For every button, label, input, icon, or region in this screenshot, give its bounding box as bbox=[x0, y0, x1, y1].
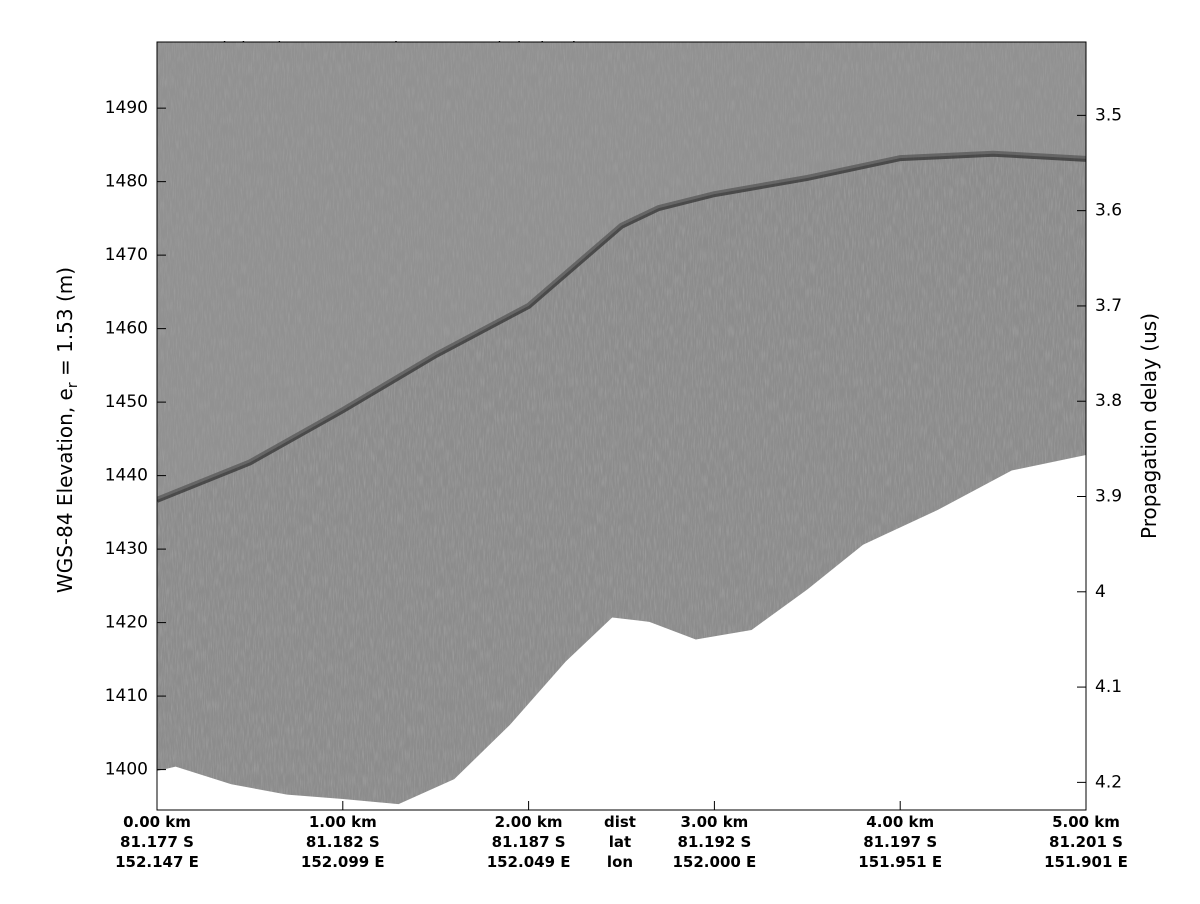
row-label: dist bbox=[604, 813, 636, 831]
x-tick-label: 3.00 km bbox=[680, 813, 748, 831]
no-data-region bbox=[157, 455, 1086, 810]
x-tick-label: 1.00 km bbox=[309, 813, 377, 831]
plot-frame bbox=[156, 41, 1087, 811]
y2-tick-label: 4 bbox=[1095, 582, 1106, 602]
surface-echo bbox=[157, 150, 1086, 503]
x-tick-label: 5.00 km bbox=[1052, 813, 1120, 831]
lat-label: 81.197 S bbox=[863, 833, 937, 851]
lat-label: 81.177 S bbox=[120, 833, 194, 851]
y2-tick-label: 4.1 bbox=[1095, 677, 1122, 697]
row-label: lon bbox=[607, 853, 633, 871]
y2-tick-label: 3.7 bbox=[1095, 296, 1122, 316]
y-tick-label: 1470 bbox=[105, 245, 148, 265]
x-tick-label: 2.00 km bbox=[495, 813, 563, 831]
y-tick-label: 1400 bbox=[105, 760, 148, 780]
y-tick-label: 1460 bbox=[105, 319, 148, 339]
x-tick-label: 4.00 km bbox=[866, 813, 934, 831]
lat-label: 81.192 S bbox=[677, 833, 751, 851]
y-tick-label: 1480 bbox=[105, 172, 148, 192]
lon-label: 151.901 E bbox=[1044, 853, 1128, 871]
lat-label: 81.182 S bbox=[306, 833, 380, 851]
y-tick-label: 1430 bbox=[105, 539, 148, 559]
air-region bbox=[157, 42, 1086, 500]
y2-tick-label: 3.6 bbox=[1095, 201, 1122, 221]
y2-tick-label: 3.8 bbox=[1095, 391, 1122, 411]
y-axis-label: WGS-84 Elevation, er = 1.53 (m) bbox=[53, 267, 81, 593]
y2-axis-label: Propagation delay (us) bbox=[1137, 313, 1161, 539]
x-tick-label: 0.00 km bbox=[123, 813, 191, 831]
plot-area bbox=[157, 42, 1086, 810]
axes: 1400 1410 1420 1430 1440 1450 1460 1470 1480 1490… bbox=[105, 41, 1128, 871]
y-tick-label: 1490 bbox=[105, 98, 148, 118]
y-tick-label: 1440 bbox=[105, 466, 148, 486]
lon-label: 152.049 E bbox=[487, 853, 571, 871]
y2-tick-label: 4.2 bbox=[1095, 772, 1122, 792]
lon-label: 152.147 E bbox=[115, 853, 199, 871]
row-label: lat bbox=[609, 833, 631, 851]
y-tick-label: 1420 bbox=[105, 613, 148, 633]
lon-label: 151.951 E bbox=[858, 853, 942, 871]
lat-label: 81.201 S bbox=[1049, 833, 1123, 851]
y-tick-label: 1450 bbox=[105, 392, 148, 412]
y2-tick-label: 3.5 bbox=[1095, 105, 1122, 125]
lat-label: 81.187 S bbox=[492, 833, 566, 851]
y2-tick-label: 3.9 bbox=[1095, 487, 1122, 507]
lon-label: 152.000 E bbox=[673, 853, 757, 871]
lon-label: 152.099 E bbox=[301, 853, 385, 871]
y-tick-label: 1410 bbox=[105, 686, 148, 706]
